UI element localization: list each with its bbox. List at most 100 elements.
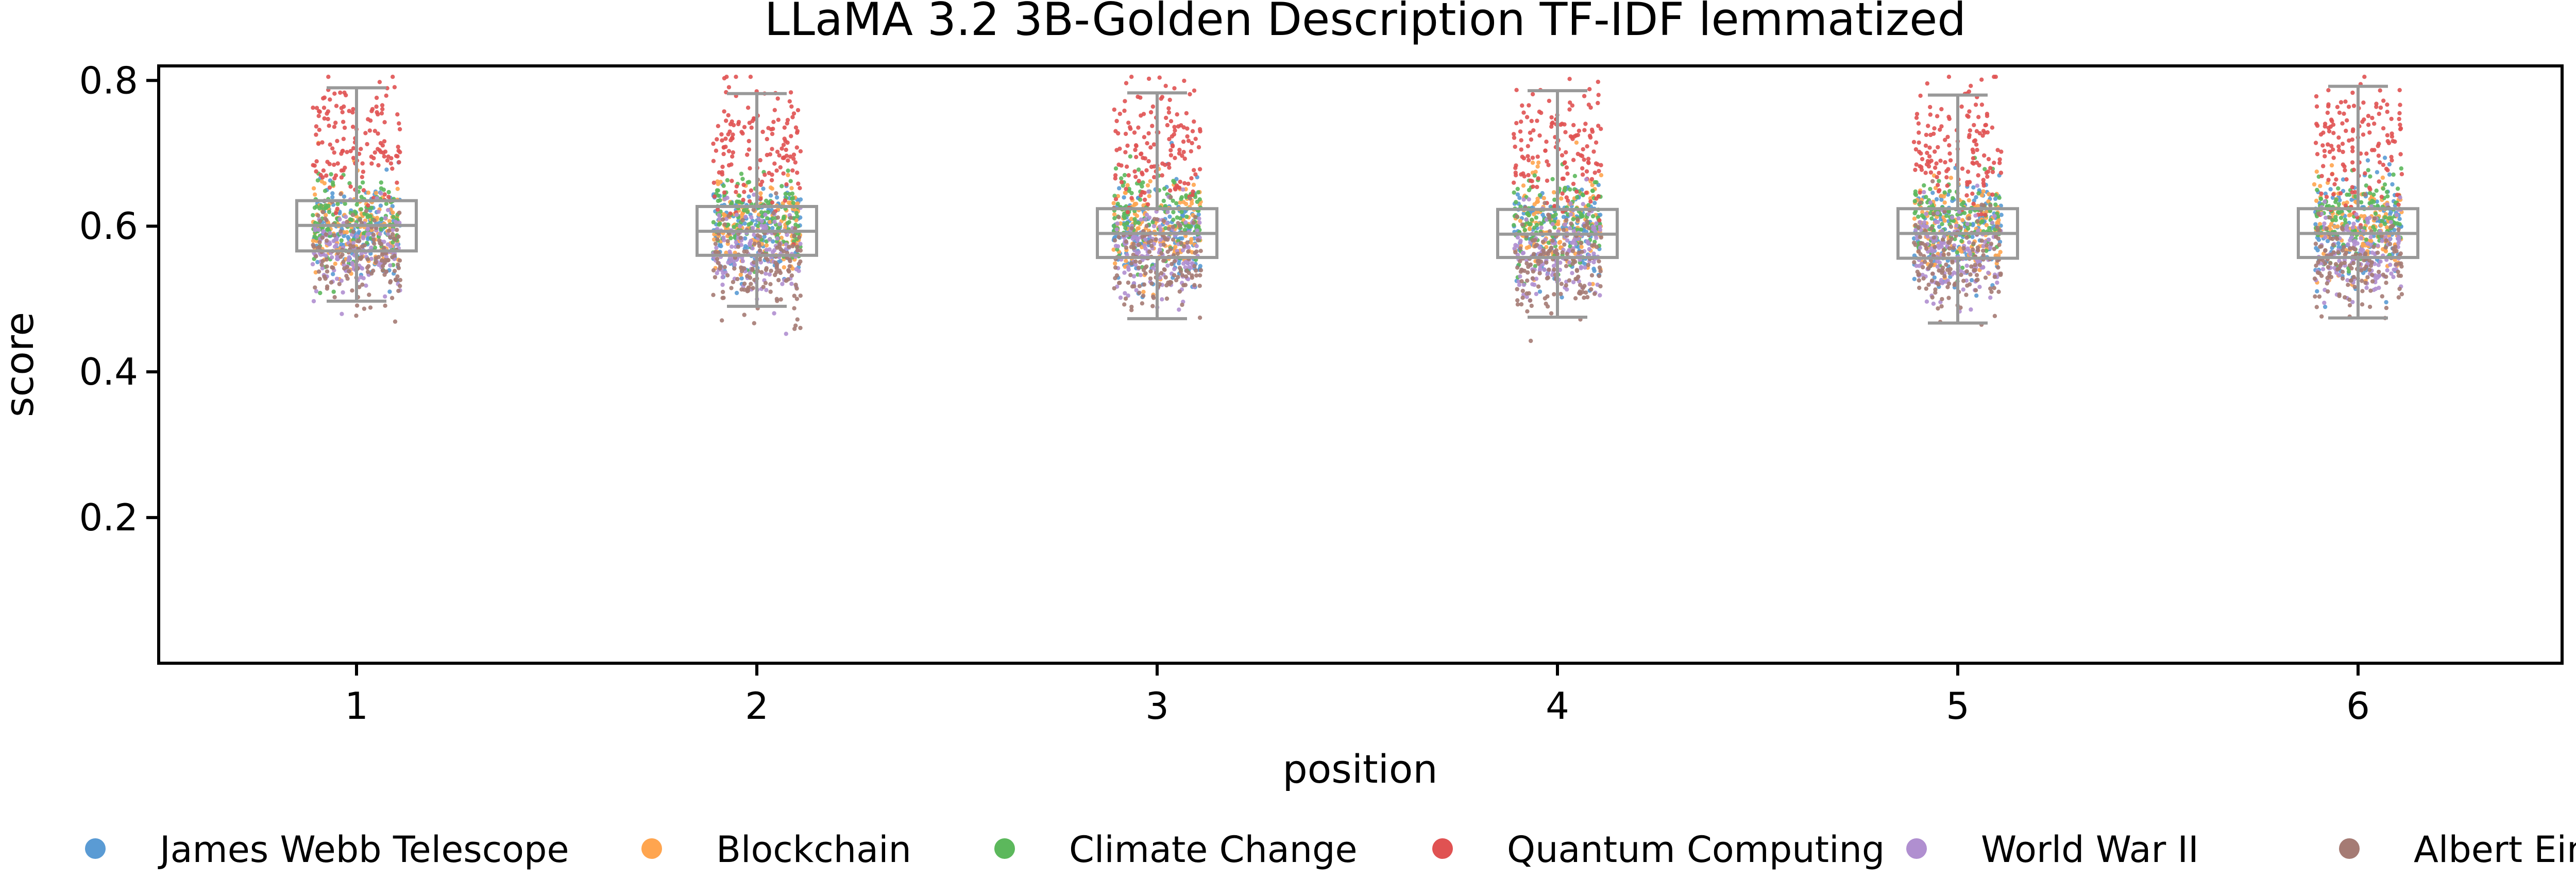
strip-point	[1976, 173, 1980, 178]
strip-point	[1572, 174, 1578, 178]
strip-point	[1592, 291, 1597, 296]
strip-point	[1520, 222, 1525, 227]
strip-point	[350, 125, 355, 129]
strip-point	[1198, 268, 1204, 272]
strip-point	[1113, 129, 1118, 133]
strip-point	[740, 218, 745, 222]
strip-point	[794, 286, 799, 291]
strip-point	[1945, 183, 1950, 188]
strip-point	[1946, 209, 1951, 214]
strip-point	[2338, 215, 2344, 220]
strip-point	[791, 111, 796, 116]
strip-point	[316, 114, 321, 118]
strip-point	[323, 188, 328, 193]
strip-point	[2370, 279, 2375, 284]
strip-point	[1571, 217, 1575, 221]
strip-point	[1124, 186, 1128, 192]
strip-point	[1939, 197, 1944, 202]
strip-point	[798, 186, 802, 191]
strip-point	[311, 163, 315, 167]
strip-point	[2328, 187, 2333, 192]
strip-point	[1946, 296, 1951, 300]
strip-point	[1189, 176, 1194, 181]
strip-point	[1996, 236, 2001, 241]
strip-point	[345, 150, 349, 154]
strip-point	[775, 236, 780, 241]
strip-point	[1599, 173, 1604, 178]
strip-point	[396, 145, 400, 149]
strip-point	[1148, 269, 1153, 274]
strip-point	[1574, 277, 1579, 281]
strip-point	[1932, 126, 1937, 131]
strip-point	[1531, 128, 1536, 133]
strip-point	[1545, 159, 1549, 164]
strip-point	[1537, 289, 1543, 294]
strip-point	[1943, 160, 1947, 165]
strip-point	[1167, 165, 1172, 170]
strip-point	[1134, 288, 1139, 292]
strip-point	[1171, 225, 1176, 229]
strip-point	[2370, 198, 2375, 203]
strip-point	[1969, 278, 1974, 283]
strip-point	[2320, 267, 2326, 271]
strip-point	[1563, 130, 1568, 134]
strip-point	[1575, 151, 1580, 157]
strip-point	[1979, 238, 1984, 243]
strip-point	[1935, 114, 1940, 118]
strip-point	[1122, 108, 1127, 113]
strip-point	[2355, 241, 2360, 246]
strip-point	[1522, 174, 1527, 179]
strip-point	[1989, 289, 1994, 294]
strip-point	[1589, 127, 1595, 132]
strip-point	[792, 306, 796, 310]
strip-point	[1568, 244, 1572, 249]
strip-point	[1990, 220, 1995, 225]
strip-point	[2335, 224, 2340, 229]
strip-point	[1941, 248, 1946, 252]
strip-point	[352, 210, 357, 214]
strip-point	[366, 203, 370, 208]
strip-point	[722, 109, 726, 114]
strip-point	[1964, 292, 1969, 297]
strip-point	[386, 228, 392, 233]
strip-point	[793, 282, 798, 287]
strip-point	[774, 195, 779, 200]
strip-point	[725, 178, 730, 183]
strip-point	[1114, 227, 1119, 232]
strip-point	[2326, 88, 2331, 93]
strip-point	[2382, 182, 2387, 187]
strip-point	[1948, 176, 1954, 180]
strip-point	[777, 244, 782, 249]
strip-point	[324, 173, 329, 178]
strip-point	[2328, 261, 2333, 266]
strip-point	[751, 208, 756, 212]
strip-point	[1129, 226, 1134, 231]
strip-point	[771, 119, 776, 124]
strip-point	[2344, 177, 2349, 182]
strip-point	[1570, 271, 1574, 275]
strip-point	[752, 233, 756, 237]
strip-point	[351, 156, 356, 160]
strip-point	[715, 256, 720, 262]
strip-point	[1997, 195, 2002, 200]
strip-point	[1947, 270, 1952, 275]
strip-point	[319, 179, 324, 184]
strip-point	[397, 220, 402, 225]
strip-point	[1143, 217, 1148, 222]
strip-point	[314, 124, 319, 129]
strip-point	[1951, 196, 1955, 201]
strip-point	[347, 109, 351, 113]
strip-point	[749, 215, 754, 220]
strip-point	[790, 266, 795, 271]
strip-point	[1965, 169, 1971, 174]
strip-point	[2387, 241, 2393, 247]
strip-point	[1985, 243, 1989, 248]
strip-point	[330, 255, 334, 260]
strip-point	[320, 210, 326, 215]
strip-point	[332, 295, 337, 300]
strip-point	[1916, 225, 1921, 230]
strip-point	[747, 199, 752, 204]
strip-point	[1528, 262, 1533, 267]
strip-point	[782, 214, 786, 219]
strip-point	[745, 106, 751, 110]
